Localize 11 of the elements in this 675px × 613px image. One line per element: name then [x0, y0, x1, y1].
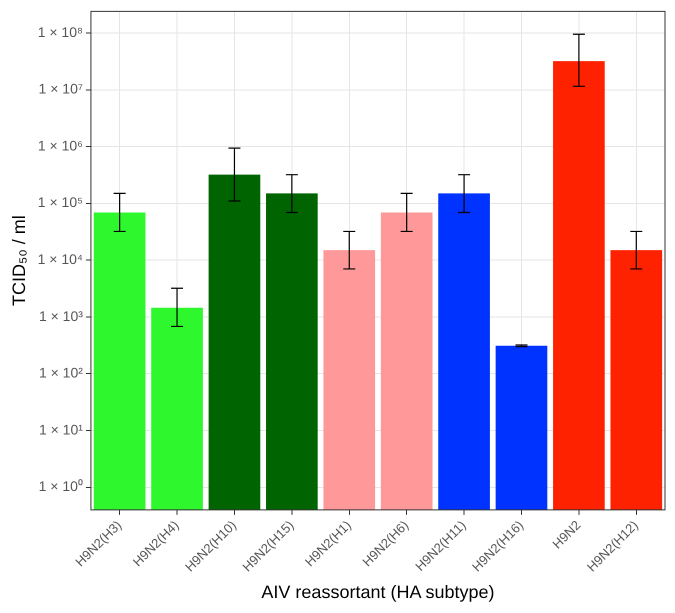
y-tick-label: 1 × 10⁸ — [38, 24, 84, 40]
y-tick-label: 1 × 10³ — [38, 308, 84, 324]
x-axis-title: AIV reassortant (HA subtype) — [261, 582, 495, 602]
y-tick-label: 1 × 10⁵ — [38, 194, 83, 210]
y-tick-label: 1 × 10⁷ — [38, 80, 83, 97]
y-axis-title: TCID₅₀ / ml — [8, 215, 29, 306]
y-tick-label: 1 × 10² — [38, 364, 84, 381]
y-tick-label: 1 × 10⁶ — [38, 137, 83, 154]
y-tick-label: 1 × 10⁰ — [38, 478, 83, 494]
y-tick-label: 1 × 10⁴ — [38, 250, 83, 267]
y-tick-label: 1 × 10¹ — [38, 421, 84, 438]
